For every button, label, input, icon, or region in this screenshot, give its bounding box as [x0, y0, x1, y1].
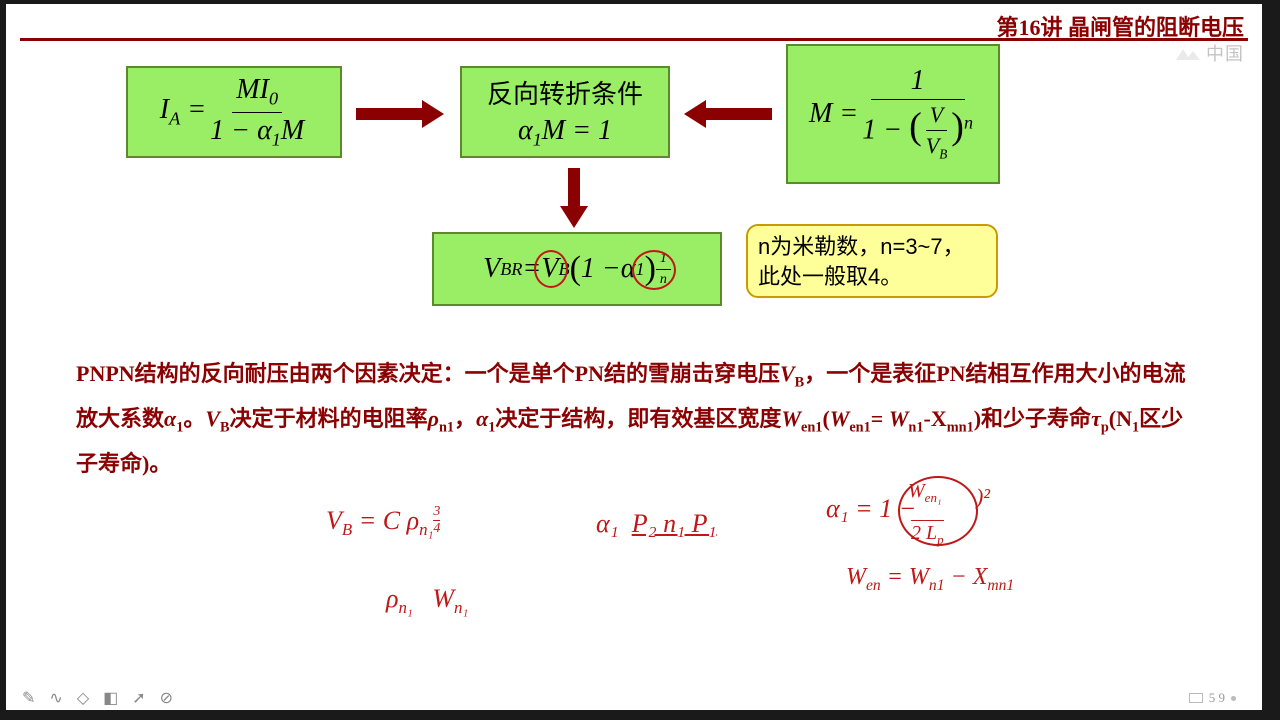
formula-box-vbr: VBR = VB(1 − α1)1n	[432, 232, 722, 306]
arrow-center-down	[560, 168, 588, 228]
watermark: 中国	[1175, 40, 1245, 66]
wave-icon[interactable]: ∿	[49, 688, 62, 708]
body-paragraph: PNPN结构的反向耐压由两个因素决定：一个是单个PN结的雪崩击穿电压VB，一个是…	[76, 352, 1201, 486]
arrow-right-to-center	[684, 100, 772, 128]
page-indicator: 5 9	[1189, 690, 1236, 706]
hand-circle-alpha1	[632, 250, 676, 290]
formula-box-condition: 反向转折条件 α1M = 1	[460, 66, 670, 158]
eraser-icon[interactable]: ◧	[103, 688, 118, 708]
handwriting-wen-den: 2 Lp	[911, 520, 944, 548]
hand-circle-vb	[534, 250, 568, 288]
handwriting-rho-w: ρn₁ Wn₁	[386, 584, 468, 618]
handwriting-sq: )²	[976, 484, 990, 510]
trash-icon[interactable]: ⊘	[160, 688, 173, 708]
pen-icon[interactable]: ✎	[22, 688, 35, 708]
arrow-left-to-center	[356, 100, 444, 128]
handwriting-alpha-pnp: α₁ P₂ n₁ P₁	[596, 509, 717, 539]
formula-box-ia: IA = MI0 1 − α1M	[126, 66, 342, 158]
slide: 第16讲 晶闸管的阻断电压 中国 IA = MI0 1 − α1M 反向转折条件…	[6, 4, 1262, 710]
pointer-icon[interactable]: ➚	[132, 688, 145, 708]
diamond-icon[interactable]: ◇	[77, 688, 89, 708]
note-box-miller: n为米勒数，n=3~7， 此处一般取4。	[746, 224, 998, 298]
handwriting-vb: VB = C ρn₁34	[326, 504, 440, 540]
handwriting-wen-num: Wen₁	[908, 480, 941, 506]
header-rule	[20, 38, 1248, 41]
annotation-toolbar: ✎ ∿ ◇ ◧ ➚ ⊘	[22, 688, 173, 708]
handwriting-wen-def: Wen = Wn1 − Xmn1	[846, 564, 1014, 595]
formula-box-m: M = 1 1 − (VVB)n	[786, 44, 1000, 184]
